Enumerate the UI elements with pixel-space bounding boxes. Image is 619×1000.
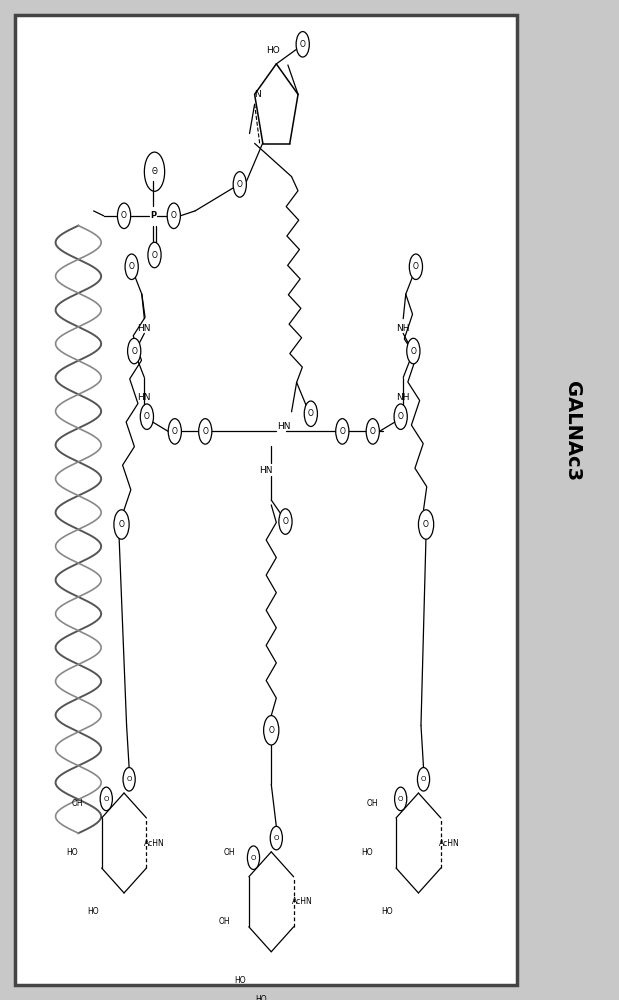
Circle shape bbox=[366, 419, 379, 444]
Text: AcHN: AcHN bbox=[292, 897, 313, 906]
Text: HN: HN bbox=[137, 324, 151, 333]
Text: N: N bbox=[254, 90, 261, 99]
Circle shape bbox=[279, 509, 292, 534]
Text: O: O bbox=[421, 776, 426, 782]
Text: O: O bbox=[423, 520, 429, 529]
Text: O: O bbox=[131, 347, 137, 356]
Circle shape bbox=[123, 768, 135, 791]
Text: O: O bbox=[152, 250, 157, 259]
Circle shape bbox=[418, 510, 434, 539]
Text: P: P bbox=[150, 211, 157, 220]
Circle shape bbox=[199, 419, 212, 444]
Text: HN: HN bbox=[259, 466, 273, 475]
Circle shape bbox=[296, 32, 310, 57]
Text: O: O bbox=[171, 211, 177, 220]
Circle shape bbox=[394, 404, 407, 429]
Text: HO: HO bbox=[67, 848, 79, 857]
Circle shape bbox=[305, 401, 318, 426]
Text: O: O bbox=[126, 776, 132, 782]
Text: O: O bbox=[339, 427, 345, 436]
Text: O: O bbox=[251, 855, 256, 861]
Circle shape bbox=[118, 203, 131, 229]
Circle shape bbox=[407, 338, 420, 364]
Text: AcHN: AcHN bbox=[439, 838, 459, 848]
Text: OH: OH bbox=[366, 799, 378, 808]
Circle shape bbox=[167, 203, 180, 229]
Text: O: O bbox=[202, 427, 208, 436]
Circle shape bbox=[417, 768, 430, 791]
Text: O: O bbox=[172, 427, 178, 436]
Text: GALNAc3: GALNAc3 bbox=[563, 381, 582, 481]
Text: HO: HO bbox=[361, 848, 373, 857]
Text: O: O bbox=[121, 211, 127, 220]
Text: O: O bbox=[119, 520, 124, 529]
Text: HO: HO bbox=[234, 976, 246, 985]
Circle shape bbox=[233, 172, 246, 197]
Circle shape bbox=[125, 254, 138, 279]
Text: NH: NH bbox=[396, 393, 410, 402]
Text: AcHN: AcHN bbox=[144, 838, 165, 848]
Text: HN: HN bbox=[277, 422, 291, 431]
Text: OH: OH bbox=[219, 917, 231, 926]
Text: O: O bbox=[398, 796, 404, 802]
Text: O: O bbox=[129, 262, 134, 271]
Circle shape bbox=[100, 787, 113, 811]
Text: Θ: Θ bbox=[152, 167, 157, 176]
Text: O: O bbox=[398, 412, 404, 421]
Circle shape bbox=[335, 419, 349, 444]
Text: O: O bbox=[308, 409, 314, 418]
Text: O: O bbox=[237, 180, 243, 189]
Text: O: O bbox=[282, 517, 288, 526]
Text: HN: HN bbox=[137, 393, 151, 402]
Text: O: O bbox=[274, 835, 279, 841]
Text: O: O bbox=[370, 427, 376, 436]
Text: OH: OH bbox=[224, 848, 236, 857]
Circle shape bbox=[248, 846, 259, 869]
Text: HO: HO bbox=[381, 907, 393, 916]
Text: O: O bbox=[268, 726, 274, 735]
Text: HO: HO bbox=[267, 46, 280, 55]
Circle shape bbox=[114, 510, 129, 539]
Circle shape bbox=[409, 254, 423, 279]
Circle shape bbox=[394, 787, 407, 811]
Circle shape bbox=[141, 404, 154, 429]
Text: HO: HO bbox=[87, 907, 98, 916]
Text: O: O bbox=[413, 262, 419, 271]
Text: O: O bbox=[300, 40, 306, 49]
Text: O: O bbox=[144, 412, 150, 421]
Circle shape bbox=[148, 242, 161, 268]
Text: NH: NH bbox=[396, 324, 410, 333]
Text: O: O bbox=[103, 796, 109, 802]
Circle shape bbox=[271, 826, 282, 850]
Circle shape bbox=[168, 419, 181, 444]
Text: O: O bbox=[410, 347, 417, 356]
Text: HO: HO bbox=[255, 995, 267, 1000]
Text: OH: OH bbox=[72, 799, 84, 808]
Circle shape bbox=[264, 716, 279, 745]
Circle shape bbox=[128, 338, 141, 364]
